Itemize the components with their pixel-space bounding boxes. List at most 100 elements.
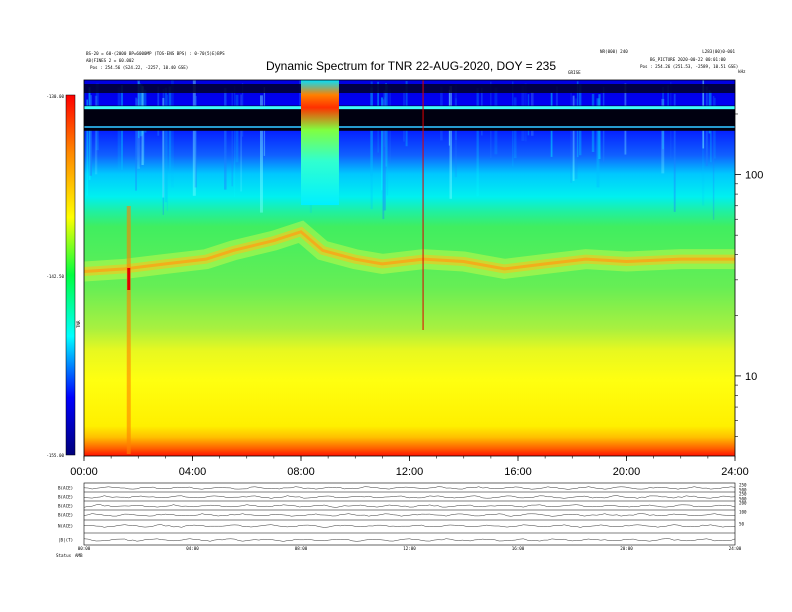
bottom-panels-frame [83, 482, 736, 546]
spectrogram-streak [382, 99, 385, 220]
x-axis-tick-label: 04:00 [179, 466, 207, 478]
panel-x-tick-label: 12:00 [403, 546, 416, 551]
vertical-spike [126, 206, 131, 454]
spectrogram-streak [574, 98, 578, 179]
spectrogram-streak [240, 94, 243, 192]
spectrogram-streak [299, 80, 302, 127]
panel-trace [83, 495, 736, 499]
header-right-line4: Pos : 254.26 (251.53, -2589, 10.51 GSE) [640, 64, 738, 69]
vertical-spike-core [127, 268, 131, 290]
header-right-line1: NR(000) 240 [600, 49, 628, 54]
panel-x-tick-label: 00:00 [78, 546, 91, 551]
header-left-line2: AB(FINES 2 = 60.002 [86, 58, 134, 63]
spectrogram-streak [164, 87, 168, 203]
spectrogram-streak [259, 95, 263, 213]
panel-trace-line [83, 513, 736, 517]
spectrogram-streak [383, 90, 386, 211]
panel-right-tick-label: 500 [739, 488, 747, 493]
panel-x-tick-label: 16:00 [512, 546, 525, 551]
header-left-line3: Pos : 254.56 (S24.22, -2257, 10.40 GSE) [90, 65, 188, 70]
panel-right-tick-label: 250 [739, 492, 747, 497]
panel-x-tick-label: 20:00 [620, 546, 633, 551]
panel-trace-line [83, 495, 736, 499]
panel-trace [83, 538, 736, 542]
y-axis-tick-label: 10 [745, 371, 757, 383]
spectrogram-streak [661, 98, 665, 174]
spectrogram-streak [701, 86, 705, 206]
x-axis-tick-label: 12:00 [396, 466, 424, 478]
spectrogram-streak [162, 97, 165, 198]
panel-label: B(ACE) [58, 513, 73, 518]
spectrogram-streak [370, 87, 373, 177]
panel-right-tick-label: 100 [739, 510, 747, 515]
footer-right: AMB [75, 553, 83, 558]
x-axis-tick-label: 20:00 [613, 466, 641, 478]
y-axis-tick-label: 100 [745, 170, 763, 182]
panel-label: B(ACE) [58, 504, 73, 509]
spectrogram-streak [231, 91, 233, 187]
colorbar-tick-top: -130.00 [46, 94, 64, 99]
x-axis-tick-label: 00:00 [70, 466, 98, 478]
spectrogram-streak [370, 81, 373, 210]
spectrogram-streak [224, 87, 227, 190]
spectrogram-streak [86, 99, 88, 196]
radio-burst [301, 80, 339, 205]
footer-left: Status [56, 553, 72, 558]
spectrogram-streak [596, 98, 600, 188]
chart-title: Dynamic Spectrum for TNR 22-AUG-2020, DO… [266, 59, 556, 73]
spectrogram-background [84, 80, 735, 456]
panel-trace [83, 524, 736, 528]
header-right-line3: BG_PICTURE 2020-00-22 00:01:00 [650, 57, 726, 62]
colorbar-label: TNR [76, 320, 81, 328]
y-axis-right: 100 10 [735, 113, 763, 437]
spectrogram-streak [381, 97, 383, 191]
plasma-line-orange [84, 226, 735, 276]
spectrogram-streak [476, 88, 479, 197]
spectrogram-streak [386, 85, 389, 196]
spectrogram-streak [88, 87, 91, 180]
cyan-horizontal-line [84, 106, 735, 110]
spectrogram-streak [135, 97, 137, 191]
cyan-horizontal-line-lower [84, 126, 735, 128]
spectrogram-streak [712, 95, 715, 220]
spectrogram-plot [84, 80, 735, 456]
panel-label: B(ACE) [58, 495, 73, 500]
header-left-line1: BS-20 = 60-(2000 BP=6000MP (TOS-ENS BPS)… [86, 51, 225, 56]
upper-black-band-top [84, 84, 735, 93]
panel-right-tick-label: 250 [739, 483, 747, 488]
spectrogram-streak [570, 92, 572, 183]
x-axis-tick-label: 16:00 [504, 466, 532, 478]
panel-label: N(ACE) [58, 524, 73, 529]
panel-right-tick-label: 50 [739, 522, 745, 527]
spectrogram-streak [233, 85, 236, 198]
spectrogram-streak [166, 94, 168, 212]
panel-right-tick-label: 500 [739, 497, 747, 502]
plasma-line-yellow-edge [84, 220, 735, 282]
spectrogram-streak [192, 80, 196, 196]
panel-x-tick-label: 04:00 [186, 546, 199, 551]
x-axis: 00:00 04:00 08:00 12:00 16:00 20:00 24:00 [70, 456, 749, 478]
spectrogram-streak [162, 88, 164, 215]
panel-trace [83, 504, 736, 508]
spectrogram-streak [673, 93, 676, 212]
panel-trace-line [83, 504, 736, 508]
spectrogram-streak [89, 95, 92, 176]
panel-right-tick-label: 200 [739, 501, 747, 506]
spectrogram-streak [94, 95, 98, 175]
panel-label: B(ACE) [58, 486, 73, 491]
panel-label: |B|(T) [58, 538, 73, 543]
colorbar-tick-bottom: -155.00 [46, 453, 64, 458]
header-small-center: GRISE [568, 70, 581, 75]
panel-x-tick-label: 08:00 [295, 546, 308, 551]
panel-x-tick-label: 24:00 [729, 546, 742, 551]
header-right-line2: L283(00)0-001 [702, 49, 735, 54]
panel-trace-line [83, 486, 736, 490]
bottom-panels: B(ACE)B(ACE)B(ACE)B(ACE)N(ACE)|B|(T)2505… [58, 483, 747, 552]
panel-trace [83, 513, 736, 517]
spectrogram-streak [449, 85, 453, 199]
colorbar [65, 94, 76, 456]
x-axis-tick-label: 24:00 [721, 466, 749, 478]
spectrogram-streak [171, 80, 174, 188]
panel-trace [83, 486, 736, 490]
